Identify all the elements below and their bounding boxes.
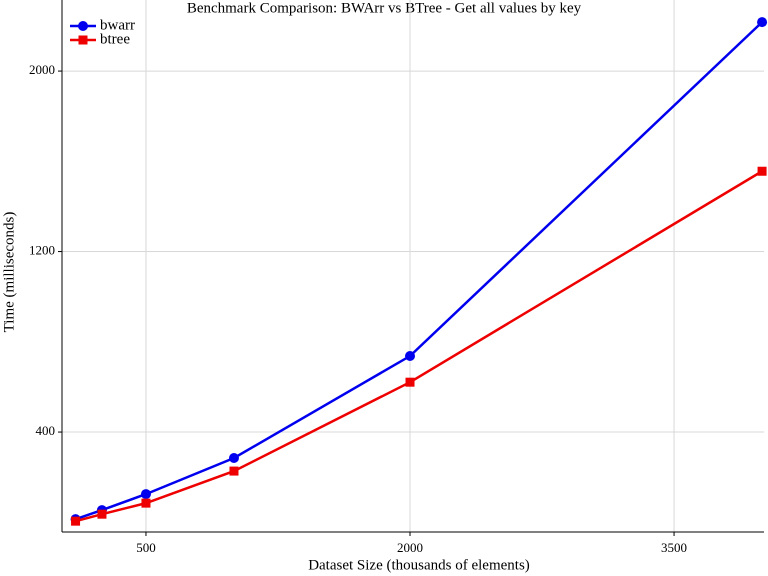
x-axis-title: Dataset Size (thousands of elements) [308,557,530,573]
point [757,17,768,28]
point [140,489,151,500]
legend-marker [78,35,88,45]
point [757,166,767,176]
point [71,516,81,526]
x-tick-label: 2000 [397,540,423,555]
point [228,452,239,463]
legend-text: bwarr [100,17,135,33]
point [405,351,416,362]
point [141,498,151,508]
y-tick-label: 1200 [29,243,55,258]
legend-marker [78,21,88,31]
x-tick-label: 3500 [661,540,687,555]
point [229,466,239,476]
y-tick-label: 2000 [29,62,55,77]
x-tick-label: 500 [136,540,156,555]
chart-title: Benchmark Comparison: BWArr vs BTree - G… [187,0,582,16]
point [405,377,415,387]
y-axis-title: Time (milliseconds) [1,212,17,333]
series-line [75,21,763,521]
point [97,509,107,519]
legend-text: btree [100,31,130,47]
y-tick-label: 400 [36,423,56,438]
